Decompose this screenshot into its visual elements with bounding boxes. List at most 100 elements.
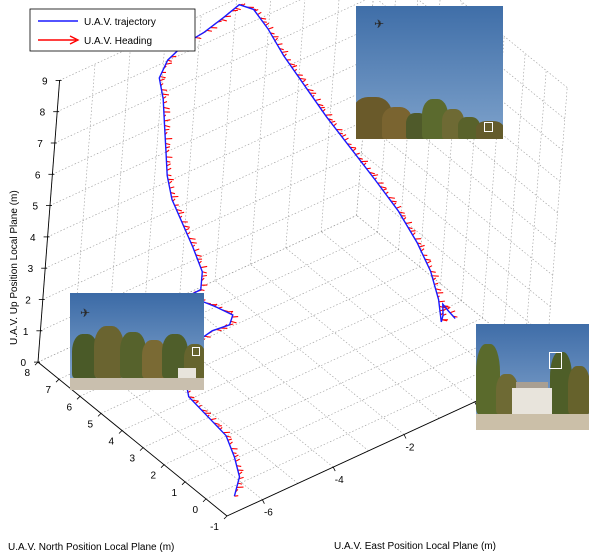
- legend-box: [29, 8, 196, 52]
- grid-line: [545, 87, 568, 370]
- north-tick-mark: [97, 413, 102, 417]
- grid-line: [214, 280, 405, 435]
- up-tick-label: 2: [25, 296, 31, 307]
- heading-arrow: [201, 274, 208, 277]
- heading-arrow: [438, 300, 445, 303]
- heading-arrow: [194, 248, 200, 252]
- grid-line: [79, 249, 399, 397]
- north-tick-mark: [181, 481, 186, 486]
- north-tick-mark: [223, 515, 228, 520]
- heading-arrow: [237, 482, 243, 485]
- grid-line: [205, 351, 525, 500]
- heading-arrow: [164, 124, 171, 128]
- legend-heading-arrowhead: [69, 35, 80, 45]
- building: [178, 368, 196, 378]
- heading-arrow: [234, 454, 239, 458]
- grid-line: [45, 121, 364, 269]
- grid-line: [503, 53, 526, 336]
- tree: [476, 121, 503, 139]
- heading-arrow: [267, 26, 274, 30]
- detection-box: [549, 352, 562, 369]
- north-tick-label: 5: [87, 419, 93, 430]
- heading-arrow: [371, 174, 379, 177]
- grid-line: [57, 0, 301, 112]
- east-tick-mark: [262, 499, 265, 504]
- heading-arrow: [232, 315, 239, 318]
- heading-arrow: [230, 320, 237, 324]
- east-tick-label: -6: [264, 508, 273, 519]
- grid-line: [250, 0, 271, 265]
- north-axis-label: U.A.V. North Position Local Plane (m): [8, 542, 174, 553]
- up-tick-label: 5: [32, 202, 38, 213]
- heading-arrow: [164, 119, 171, 122]
- north-tick-label: 6: [66, 402, 72, 413]
- north-tick-mark: [118, 430, 123, 434]
- grid-line: [40, 183, 360, 332]
- heading-arrow: [185, 228, 190, 231]
- heading-arrow: [325, 114, 333, 116]
- legend: U.A.V. trajectory U.A.V. Heading: [29, 8, 196, 52]
- heading-arrow: [398, 211, 405, 214]
- grid-line: [59, 0, 235, 81]
- heading-arrow: [430, 270, 436, 273]
- tree: [94, 326, 124, 378]
- north-tick-label: 2: [150, 471, 156, 482]
- heading-arrow: [178, 211, 185, 215]
- tree: [568, 366, 589, 414]
- legend-trajectory-label: U.A.V. trajectory: [84, 17, 156, 28]
- north-tick-label: -1: [210, 522, 219, 533]
- north-tick-label: 7: [45, 385, 51, 396]
- heading-arrow: [202, 271, 207, 274]
- heading-arrow: [277, 43, 283, 46]
- north-axis-ticks: -1 0 1 2 3 4 5 6 7 8: [24, 361, 228, 533]
- up-tick-label: 7: [37, 139, 43, 150]
- heading-arrow: [163, 106, 170, 110]
- grid-line: [184, 334, 504, 483]
- photo-right: [476, 324, 589, 430]
- grid-line: [214, 0, 237, 281]
- heading-arrow: [257, 11, 262, 16]
- heading-arrow: [260, 17, 267, 20]
- grid-line: [121, 283, 441, 431]
- heading-arrow: [190, 241, 197, 244]
- up-tick-label: 3: [28, 264, 34, 275]
- heading-arrow: [330, 120, 336, 123]
- tree: [458, 117, 480, 139]
- heading-arrow: [426, 260, 432, 264]
- heading-arrow: [344, 137, 349, 141]
- heading-arrow: [165, 62, 173, 65]
- grid-line: [100, 266, 420, 414]
- helicopter-icon: ✈: [80, 306, 91, 320]
- north-tick-label: 0: [192, 505, 198, 516]
- up-axis-line: [37, 80, 61, 363]
- grid-line: [73, 64, 96, 346]
- up-tick-label: 4: [30, 233, 36, 244]
- heading-arrow: [200, 265, 208, 269]
- photo-top-right: ✈: [356, 6, 503, 139]
- heading-arrow: [234, 7, 241, 11]
- heading-arrow: [355, 152, 360, 156]
- east-tick-mark: [403, 434, 407, 439]
- heading-arrow: [236, 465, 242, 468]
- heading-arrow: [166, 167, 172, 171]
- heading-arrow: [204, 335, 211, 338]
- heading-arrow: [341, 134, 347, 138]
- heading-arrow: [183, 225, 190, 228]
- up-axis-ticks: 0 1 2 3 4 5 6 7 8 9: [20, 76, 62, 369]
- east-tick-label: -2: [406, 443, 415, 454]
- grid-line: [54, 0, 367, 144]
- up-tick-label: 6: [35, 170, 41, 181]
- building: [512, 388, 552, 414]
- east-tick-label: -4: [335, 475, 344, 486]
- heading-arrow: [441, 319, 448, 322]
- tree: [120, 332, 146, 378]
- north-tick-mark: [34, 361, 39, 366]
- heading-arrow: [188, 237, 196, 240]
- north-tick-label: 1: [171, 488, 177, 499]
- grid-line: [37, 215, 357, 363]
- north-tick-label: 4: [108, 437, 114, 448]
- grid-line: [363, 121, 553, 276]
- ground: [476, 414, 589, 430]
- grid-line: [142, 300, 462, 448]
- heading-arrow: [410, 230, 416, 232]
